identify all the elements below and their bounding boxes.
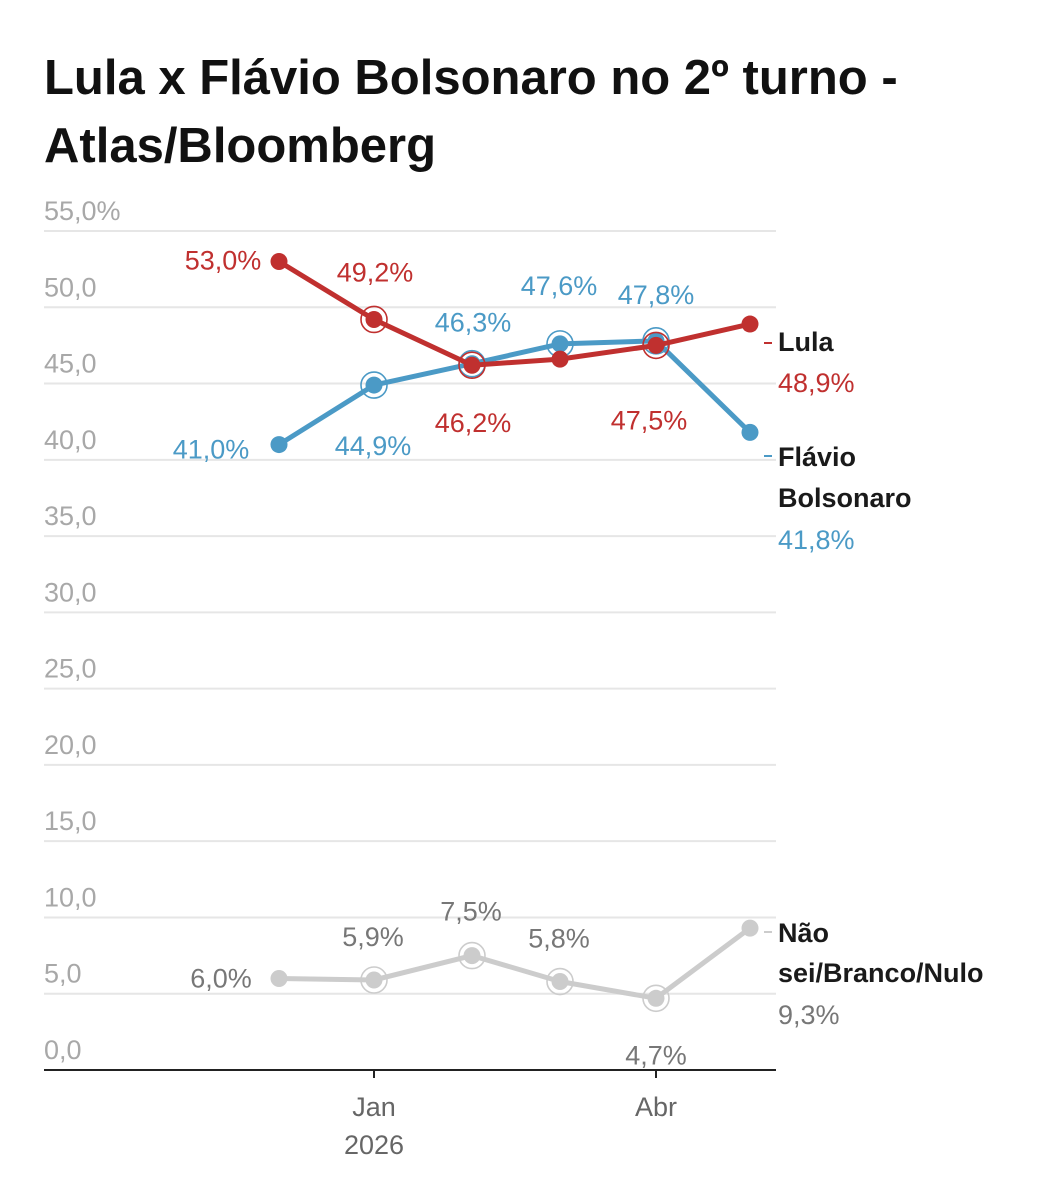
- data-label: 5,9%: [342, 922, 404, 952]
- data-point: [463, 947, 481, 965]
- x-tick-label: 2026: [344, 1130, 404, 1160]
- data-label: 6,0%: [190, 963, 252, 993]
- data-point: [741, 919, 759, 937]
- data-point: [741, 423, 759, 441]
- highlight-ring: [360, 966, 388, 994]
- data-label: 53,0%: [185, 246, 262, 276]
- data-point: [270, 436, 288, 454]
- y-tick-label: 25,0: [44, 654, 97, 684]
- highlight-ring: [458, 941, 486, 970]
- x-tick-label: Jan: [352, 1092, 396, 1122]
- series-line: [276, 925, 753, 1001]
- series-name-label: sei/Branco/Nulo: [778, 958, 984, 988]
- x-tick-label: Abr: [635, 1092, 677, 1122]
- highlight-ring: [546, 967, 574, 996]
- data-label: 4,7%: [625, 1040, 687, 1070]
- highlight-ring: [458, 351, 486, 380]
- y-tick-label: 40,0: [44, 425, 97, 455]
- data-label: 47,5%: [611, 405, 688, 435]
- data-point: [365, 376, 383, 394]
- x-axis-ticks: Jan 2026 Abr: [344, 1070, 677, 1160]
- data-label: 7,5%: [440, 897, 502, 927]
- gridlines: [44, 230, 776, 995]
- data-label: 47,8%: [618, 280, 695, 310]
- data-point: [647, 336, 665, 354]
- y-tick-label: 10,0: [44, 882, 97, 912]
- data-point: [270, 969, 288, 987]
- y-tick-label: 20,0: [44, 730, 97, 760]
- series-name-label: Bolsonaro: [778, 483, 912, 513]
- highlight-ring: [642, 331, 670, 360]
- series-line: [276, 338, 753, 448]
- data-label: 44,9%: [335, 431, 412, 461]
- series-lula: 53,0% 49,2% 46,2% 47,5% Lula 48,9%: [185, 246, 855, 439]
- y-tick-label: 55,0%: [44, 196, 121, 226]
- chart-title: Lula x Flávio Bolsonaro no 2º turno - At…: [44, 51, 898, 173]
- data-label: 49,2%: [337, 257, 414, 287]
- data-point: [365, 310, 383, 328]
- data-label: 46,3%: [435, 308, 512, 338]
- highlight-ring: [360, 305, 388, 334]
- y-tick-label: 0,0: [44, 1035, 82, 1065]
- data-point: [551, 335, 569, 353]
- series-name-label: Lula: [778, 327, 834, 357]
- y-tick-label: 35,0: [44, 501, 97, 531]
- series-last-value: 41,8%: [778, 525, 855, 555]
- y-axis-ticks: 0,0 5,0 10,0 15,0 20,0 25,0 30,0 35,0 40,0 45,0 50…: [44, 196, 121, 1065]
- series-nao-sei: 6,0% 5,9% 7,5% 5,8% 4,7% Não sei/Branco/Nulo 9,…: [190, 897, 983, 1071]
- data-point: [270, 253, 288, 271]
- data-point: [741, 315, 759, 333]
- data-point: [551, 973, 569, 991]
- highlight-ring: [360, 371, 388, 399]
- y-tick-label: 5,0: [44, 959, 82, 989]
- data-point: [365, 971, 383, 989]
- data-point: [551, 350, 569, 368]
- series-last-value: 9,3%: [778, 1000, 840, 1030]
- data-label: 47,6%: [521, 271, 598, 301]
- y-tick-label: 30,0: [44, 577, 97, 607]
- series-name-label: Não: [778, 918, 829, 948]
- data-point: [463, 356, 481, 374]
- series-line: [276, 259, 753, 368]
- series-flavio: 41,0% 44,9% 46,3% 47,6% 47,8% Flávio Bolsonaro…: [173, 271, 912, 555]
- series-name-label: Flávio: [778, 442, 856, 472]
- series-last-value: 48,9%: [778, 368, 855, 398]
- y-tick-label: 45,0: [44, 349, 97, 379]
- y-tick-label: 15,0: [44, 806, 97, 836]
- data-point: [647, 989, 665, 1007]
- data-label: 46,2%: [435, 408, 512, 438]
- data-label: 5,8%: [528, 924, 590, 954]
- data-label: 41,0%: [173, 435, 250, 465]
- y-tick-label: 50,0: [44, 272, 97, 302]
- highlight-ring: [642, 984, 670, 1013]
